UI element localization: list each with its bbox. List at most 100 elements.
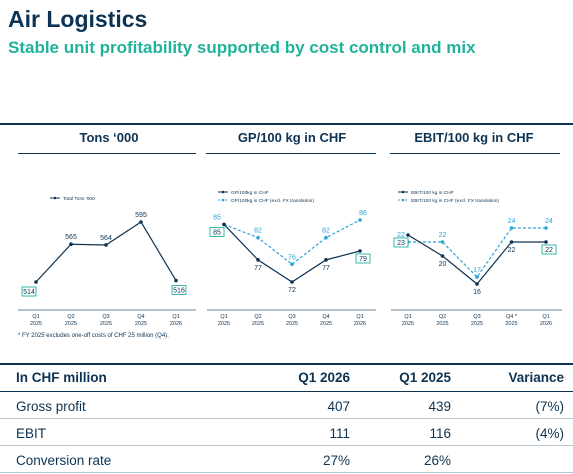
x-tick-label: 2025 [320, 321, 332, 327]
data-label: 16 [473, 289, 481, 296]
table-header-q1-2025: Q1 2025 [399, 370, 451, 385]
chart-underline-ebit [390, 153, 560, 154]
row-label: Conversion rate [16, 453, 112, 468]
row-value: 26% [423, 453, 451, 468]
data-label: 24 [508, 218, 516, 225]
data-label-box [209, 226, 225, 237]
data-point [440, 240, 445, 244]
row-variance: (7%) [535, 399, 564, 414]
table-header-row: In CHF million Q1 2026 Q1 2025 Variance [0, 363, 573, 392]
page-subtitle: Stable unit profitability supported by c… [8, 38, 476, 57]
data-label: 76 [288, 254, 296, 261]
x-tick-label: Q4 [322, 314, 329, 320]
legend-entry: EBIT/100 kg in CHF (excl. FX translation… [411, 198, 499, 204]
x-tick-label: 2025 [436, 321, 448, 327]
x-tick-label: Q1 [542, 314, 549, 320]
data-point [69, 242, 73, 247]
data-point [222, 222, 226, 227]
data-label-box [541, 244, 557, 255]
legend-entry: GP/100kg in CHF [231, 190, 269, 196]
data-point [440, 254, 445, 258]
data-label: 72 [288, 287, 296, 294]
x-tick-label: Q3 [473, 314, 480, 320]
x-tick-label: 2025 [252, 321, 264, 327]
data-point [509, 226, 514, 230]
row-value: 407 [327, 399, 350, 414]
data-label: 77 [322, 265, 330, 272]
data-point [139, 220, 143, 224]
data-point [324, 258, 328, 262]
data-point [406, 233, 410, 237]
chart-underline-gp [206, 153, 376, 154]
x-tick-label: Q3 [102, 314, 109, 320]
data-label: 86 [359, 210, 367, 217]
x-tick-label: Q1 [220, 314, 227, 320]
row-label: EBIT [16, 426, 47, 441]
footnote: * FY 2025 excludes one-off costs of CHF … [18, 333, 169, 339]
data-point [290, 262, 294, 267]
data-label-box [355, 253, 371, 264]
data-label: 564 [100, 235, 112, 242]
row-variance: (4%) [535, 426, 564, 441]
row-label: Gross profit [16, 399, 86, 414]
data-point [256, 258, 260, 262]
data-label: 17 [473, 267, 481, 274]
legend-marker [221, 198, 225, 202]
data-label: 514 [23, 289, 35, 296]
financial-table: In CHF million Q1 2026 Q1 2025 Variance … [0, 363, 573, 473]
series-line [408, 227, 546, 278]
chart-title-tons: Tons ‘000 [79, 130, 139, 145]
data-label: 85 [213, 214, 221, 221]
data-point [358, 218, 362, 222]
series-line [223, 224, 361, 283]
data-point [34, 280, 38, 284]
x-tick-label: 2025 [402, 321, 414, 327]
x-tick-label: Q4 * [506, 314, 518, 320]
data-label: 516 [173, 288, 185, 295]
data-label: 82 [254, 228, 262, 235]
legend-entry: GP/100kg in CHF (excl. FX translation) [231, 198, 314, 204]
row-value: 27% [322, 453, 350, 468]
row-value: 111 [329, 426, 350, 441]
data-label: 77 [254, 265, 262, 272]
x-tick-label: Q3 [288, 314, 295, 320]
table-row: Conversion rate 27% 26% [0, 446, 573, 473]
series-line [35, 221, 177, 283]
legend-marker [401, 198, 405, 202]
data-label-box [171, 285, 187, 295]
data-label-box [393, 237, 409, 248]
x-tick-label: 2025 [286, 321, 298, 327]
data-point [358, 249, 362, 253]
row-value: 439 [428, 399, 451, 414]
x-tick-label: Q2 [439, 314, 446, 320]
data-label-box [21, 286, 37, 297]
table-header-variance: Variance [508, 370, 564, 385]
data-point [290, 280, 294, 284]
x-tick-label: Q1 [356, 314, 363, 320]
legend-entry: Total Tons '000 [63, 196, 95, 202]
x-tick-label: 2026 [170, 321, 182, 327]
x-tick-label: Q4 [137, 314, 144, 320]
series-line [223, 219, 361, 266]
table-header-q1-2026: Q1 2026 [298, 370, 350, 385]
data-label: 23 [397, 240, 405, 247]
x-tick-label: 2025 [65, 321, 77, 327]
data-point [324, 235, 328, 240]
data-label: 20 [439, 261, 447, 268]
x-tick-label: 2026 [354, 321, 366, 327]
data-point [509, 240, 514, 244]
data-point [174, 278, 178, 283]
data-point [544, 226, 548, 230]
data-label: 24 [545, 218, 553, 225]
data-label: 565 [65, 234, 77, 241]
data-label: 85 [213, 229, 221, 236]
x-tick-label: 2026 [540, 321, 552, 327]
data-label: 22 [439, 232, 447, 239]
data-point [256, 235, 260, 240]
data-point [544, 240, 548, 244]
data-label: 79 [359, 256, 367, 263]
chart-underline-tons [18, 153, 196, 154]
x-tick-label: 2025 [135, 321, 147, 327]
data-label: 22 [508, 247, 516, 254]
